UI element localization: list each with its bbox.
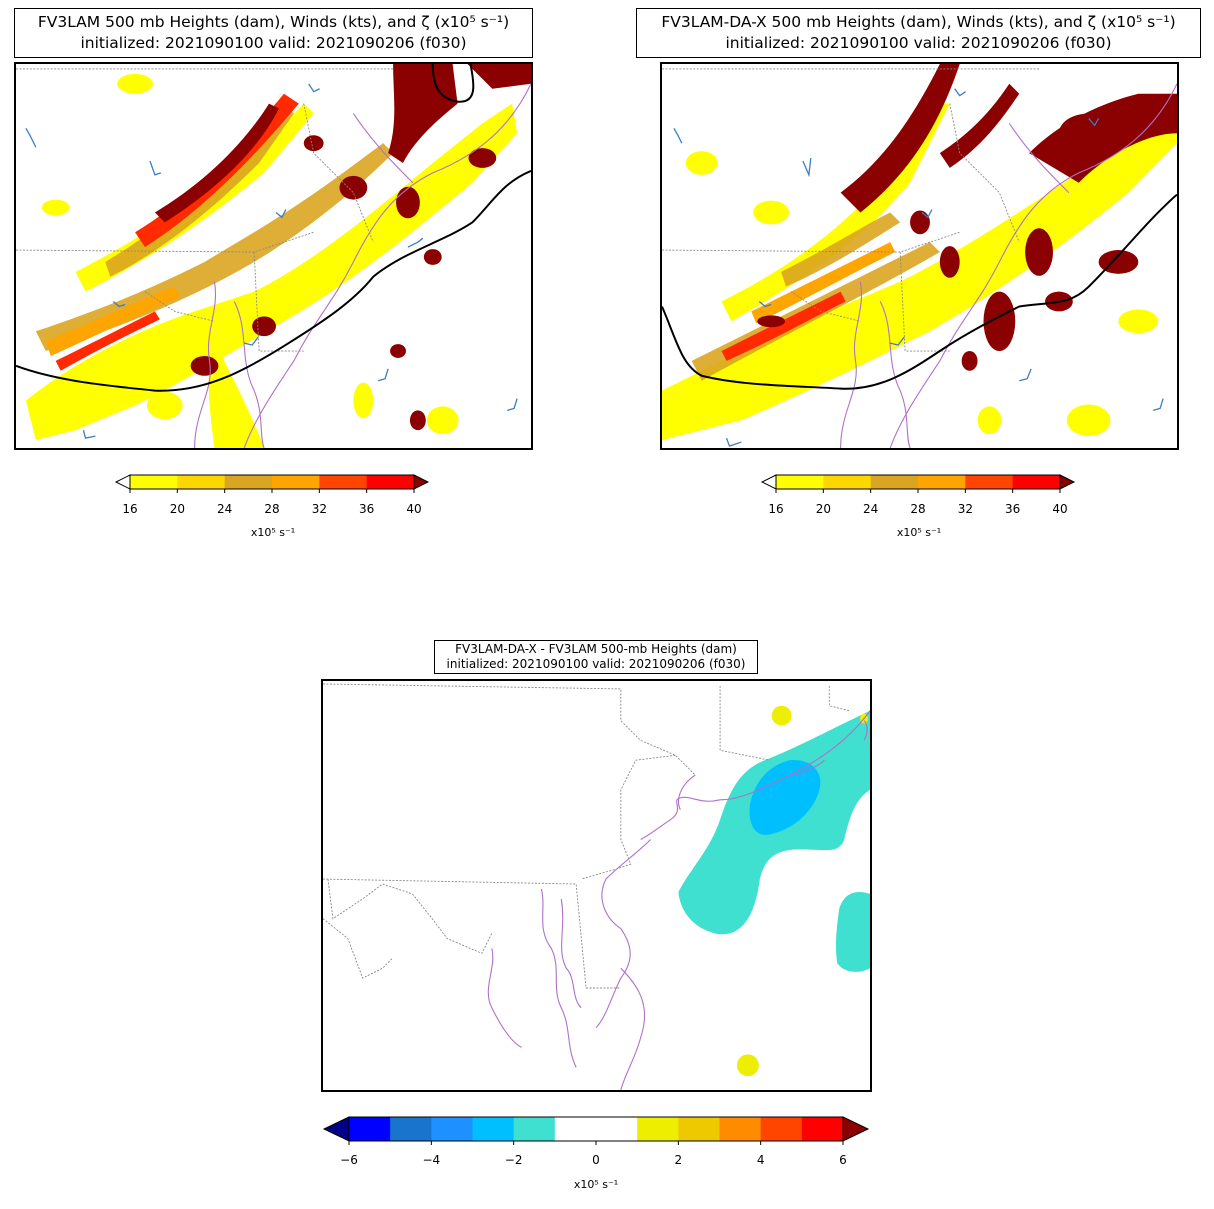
colorbar-swatch [776,475,824,489]
coastline [487,710,870,1090]
colorbar-tick-label: 16 [768,502,784,516]
colorbar-2-swatches [760,474,1076,493]
fv3lam-vorticity-map [14,62,533,450]
panel2-title-line1: FV3LAM-DA-X 500 mb Heights (dam), Winds … [661,13,1176,31]
colorbar-swatch [801,1117,844,1141]
colorbar-tick-label: 24 [217,502,233,516]
panel3-title-line1: FV3LAM-DA-X - FV3LAM 500-mb Heights (dam… [455,642,737,656]
panel1-title-line1: FV3LAM 500 mb Heights (dam), Winds (kts)… [37,13,510,31]
colorbar-swatch [596,1117,638,1141]
colorbar-tick-label: 20 [815,502,831,516]
colorbar-3-swatches [322,1116,870,1145]
panel3-title-line2: initialized: 2021090100 valid: 202109020… [446,657,746,671]
height-contours [662,193,1177,390]
colorbar-swatch [678,1117,720,1141]
panel2-title-line2: initialized: 2021090100 valid: 202109020… [725,34,1112,52]
colorbar-tick-label: 36 [1005,502,1021,516]
colorbar-swatch [349,1117,391,1141]
colorbar-tick-label: 20 [169,502,185,516]
difference-field [678,705,870,1077]
colorbar-tick-label: 32 [957,502,973,516]
fv3lam-map-svg [16,64,531,448]
colorbar-swatch [823,475,872,489]
colorbar-swatch [554,1117,597,1141]
colorbar-swatch [637,1117,679,1141]
fv3lam-da-x-map-svg [662,64,1177,448]
colorbar-tick-label: 36 [359,502,375,516]
colorbar-swatch [224,475,273,489]
height-contours [16,64,531,392]
colorbar-swatch [472,1117,515,1141]
colorbar-swatch [177,475,226,489]
colorbar-tick-label: 2 [674,1153,683,1167]
coastline [194,83,531,448]
colorbar-2-unit: x10⁵ s⁻¹ [896,526,942,539]
panel1-title: FV3LAM 500 mb Heights (dam), Winds (kts)… [14,8,533,58]
fv3lam-da-x-vorticity-map [660,62,1179,450]
vorticity-colorbar-2: 16 20 24 28 32 36 40 x10⁵ s⁻¹ [760,472,1082,542]
difference-map [321,679,872,1092]
wind-barbs [673,88,1164,447]
panel1-title-line2: initialized: 2021090100 valid: 202109020… [80,34,467,52]
colorbar-tick-label: −2 [504,1153,523,1167]
colorbar-tick-label: 4 [756,1153,765,1167]
colorbar-swatch [319,475,368,489]
colorbar-under-extension [114,474,131,490]
difference-colorbar: −6 −4 −2 0 2 4 6 x10⁵ s⁻¹ [322,1115,870,1195]
state-borders [662,68,1040,352]
coastline [840,83,1177,448]
vorticity-field [25,64,531,448]
colorbar-tick-label: 28 [910,502,926,516]
colorbar-tick-label: 24 [863,502,879,516]
colorbar-tick-label: −6 [340,1153,358,1167]
wind-barbs [25,83,518,439]
colorbar-swatch [965,475,1014,489]
state-borders [16,68,394,352]
colorbar-tick-label: −4 [422,1153,441,1167]
vorticity-colorbar-1: 16 20 24 28 32 36 40 x10⁵ s⁻¹ [114,472,436,542]
colorbar-swatch [366,475,415,489]
colorbar-1-swatches [114,474,430,493]
state-borders [323,683,850,989]
colorbar-3-unit: x10⁵ s⁻¹ [573,1178,619,1191]
colorbar-swatch [1012,475,1061,489]
colorbar-tick-label: 16 [122,502,138,516]
vorticity-field [662,64,1177,441]
colorbar-swatch [760,1117,803,1141]
colorbar-tick-label: 0 [592,1153,600,1167]
colorbar-over-extension [842,1116,870,1142]
colorbar-tick-label: 32 [311,502,327,516]
colorbar-swatch [431,1117,473,1141]
colorbar-swatch [513,1117,556,1141]
colorbar-swatch [272,475,320,489]
colorbar-over-extension [413,474,430,490]
colorbar-over-extension [1059,474,1076,490]
colorbar-under-extension [760,474,777,490]
panel2-title: FV3LAM-DA-X 500 mb Heights (dam), Winds … [636,8,1201,58]
colorbar-swatch [870,475,919,489]
colorbar-tick-label: 40 [1052,502,1068,516]
colorbar-tick-label: 40 [406,502,422,516]
colorbar-under-extension [322,1116,350,1142]
colorbar-swatch [390,1117,432,1141]
panel3-title: FV3LAM-DA-X - FV3LAM 500-mb Heights (dam… [434,640,758,674]
colorbar-swatch [719,1117,762,1141]
difference-map-svg [323,683,870,1090]
colorbar-swatch [918,475,966,489]
colorbar-tick-label: 28 [264,502,280,516]
colorbar-1-unit: x10⁵ s⁻¹ [250,526,296,539]
colorbar-swatch [130,475,178,489]
colorbar-tick-label: 6 [839,1153,847,1167]
